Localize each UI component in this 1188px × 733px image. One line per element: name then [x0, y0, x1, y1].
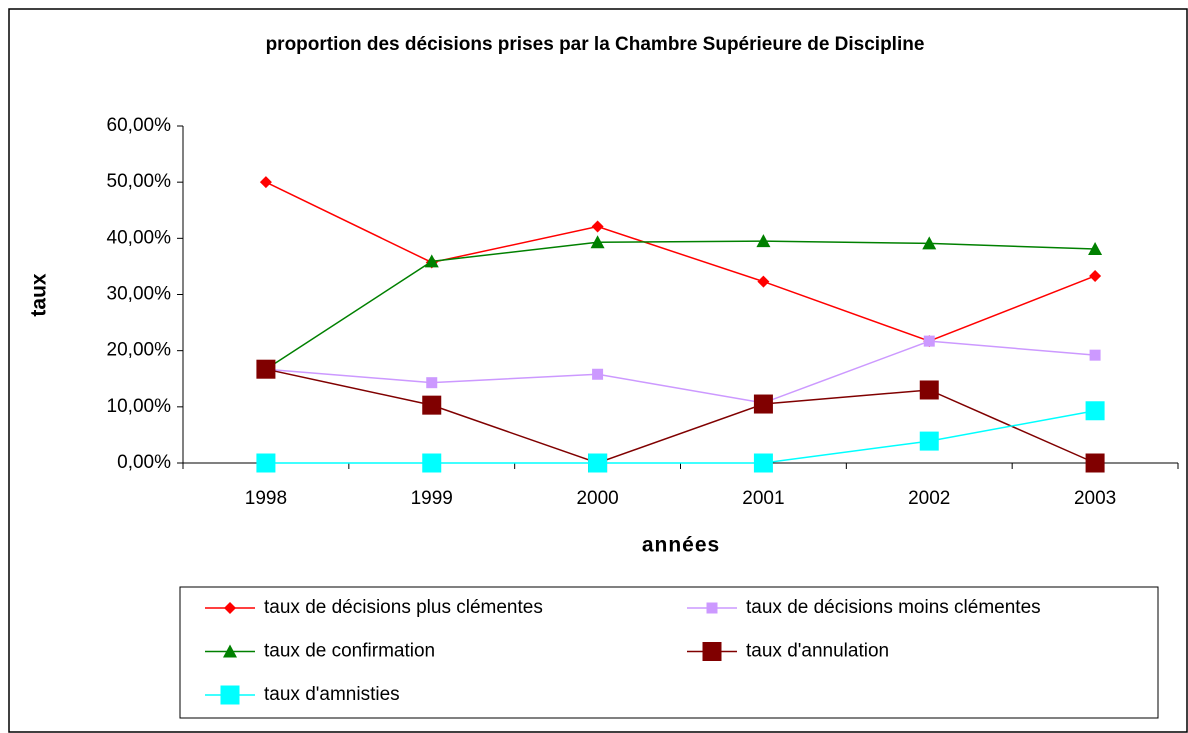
marker [922, 236, 937, 250]
marker [256, 359, 276, 379]
series-line [265, 410, 1096, 464]
marker [591, 220, 604, 233]
x-tick-label: 1999 [411, 488, 453, 509]
legend-label: taux de décisions plus clémentes [264, 597, 543, 618]
marker [1089, 269, 1102, 282]
marker [1089, 349, 1101, 361]
y-tick-label: 40,00% [107, 227, 172, 248]
legend-box [179, 586, 1159, 719]
marker [424, 254, 439, 268]
y-tick-label: 20,00% [107, 340, 172, 361]
marker [592, 368, 604, 380]
marker [753, 394, 773, 414]
marker [422, 395, 442, 415]
marker [706, 602, 718, 614]
x-axis-label: années [642, 534, 720, 557]
y-tick-label: 50,00% [107, 171, 172, 192]
x-tick-label: 1998 [245, 488, 287, 509]
series-line [265, 368, 1096, 464]
x-tick-label: 2000 [576, 488, 618, 509]
x-tick-label: 2003 [1074, 488, 1116, 509]
chart-title: proportion des décisions prises par la C… [266, 34, 925, 55]
marker [1085, 453, 1105, 473]
marker [757, 275, 770, 288]
marker [422, 453, 442, 473]
legend-label: taux d'annulation [746, 641, 889, 662]
marker [256, 453, 276, 473]
marker [756, 234, 771, 248]
marker [223, 644, 237, 658]
x-tick-label: 2001 [742, 488, 784, 509]
y-tick-label: 60,00% [107, 115, 172, 136]
y-tick-label: 30,00% [107, 284, 172, 305]
y-tick-label: 10,00% [107, 396, 172, 417]
marker [220, 685, 240, 705]
legend-label: taux de confirmation [264, 641, 435, 662]
marker [588, 453, 608, 473]
marker [919, 431, 939, 451]
marker [1088, 242, 1103, 256]
legend-label: taux d'amnisties [264, 684, 400, 705]
y-axis-label: taux [28, 273, 51, 317]
marker [590, 235, 605, 249]
series-line [265, 240, 1096, 370]
marker [753, 453, 773, 473]
legend-label: taux de décisions moins clémentes [746, 597, 1041, 618]
series-line [265, 181, 1096, 342]
marker [224, 602, 236, 614]
series-line [265, 340, 1096, 404]
marker [702, 642, 722, 661]
marker [923, 335, 935, 347]
marker [426, 377, 438, 389]
marker [919, 380, 939, 400]
y-tick-label: 0,00% [117, 452, 171, 473]
x-tick-label: 2002 [908, 488, 950, 509]
marker [1085, 401, 1105, 421]
marker [259, 176, 272, 189]
